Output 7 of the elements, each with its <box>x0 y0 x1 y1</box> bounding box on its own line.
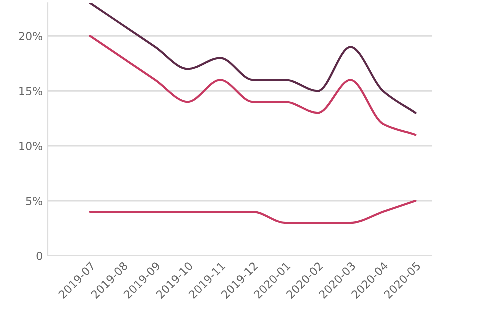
y-tick-label: 20% <box>19 32 43 41</box>
y-tick-label: 5% <box>26 197 43 206</box>
y-tick-label: 0 <box>36 252 42 260</box>
y-tick-label: 15% <box>20 87 43 96</box>
line-series <box>89 35 417 136</box>
line-series <box>89 3 417 114</box>
y-tick-label: 10% <box>20 142 43 150</box>
